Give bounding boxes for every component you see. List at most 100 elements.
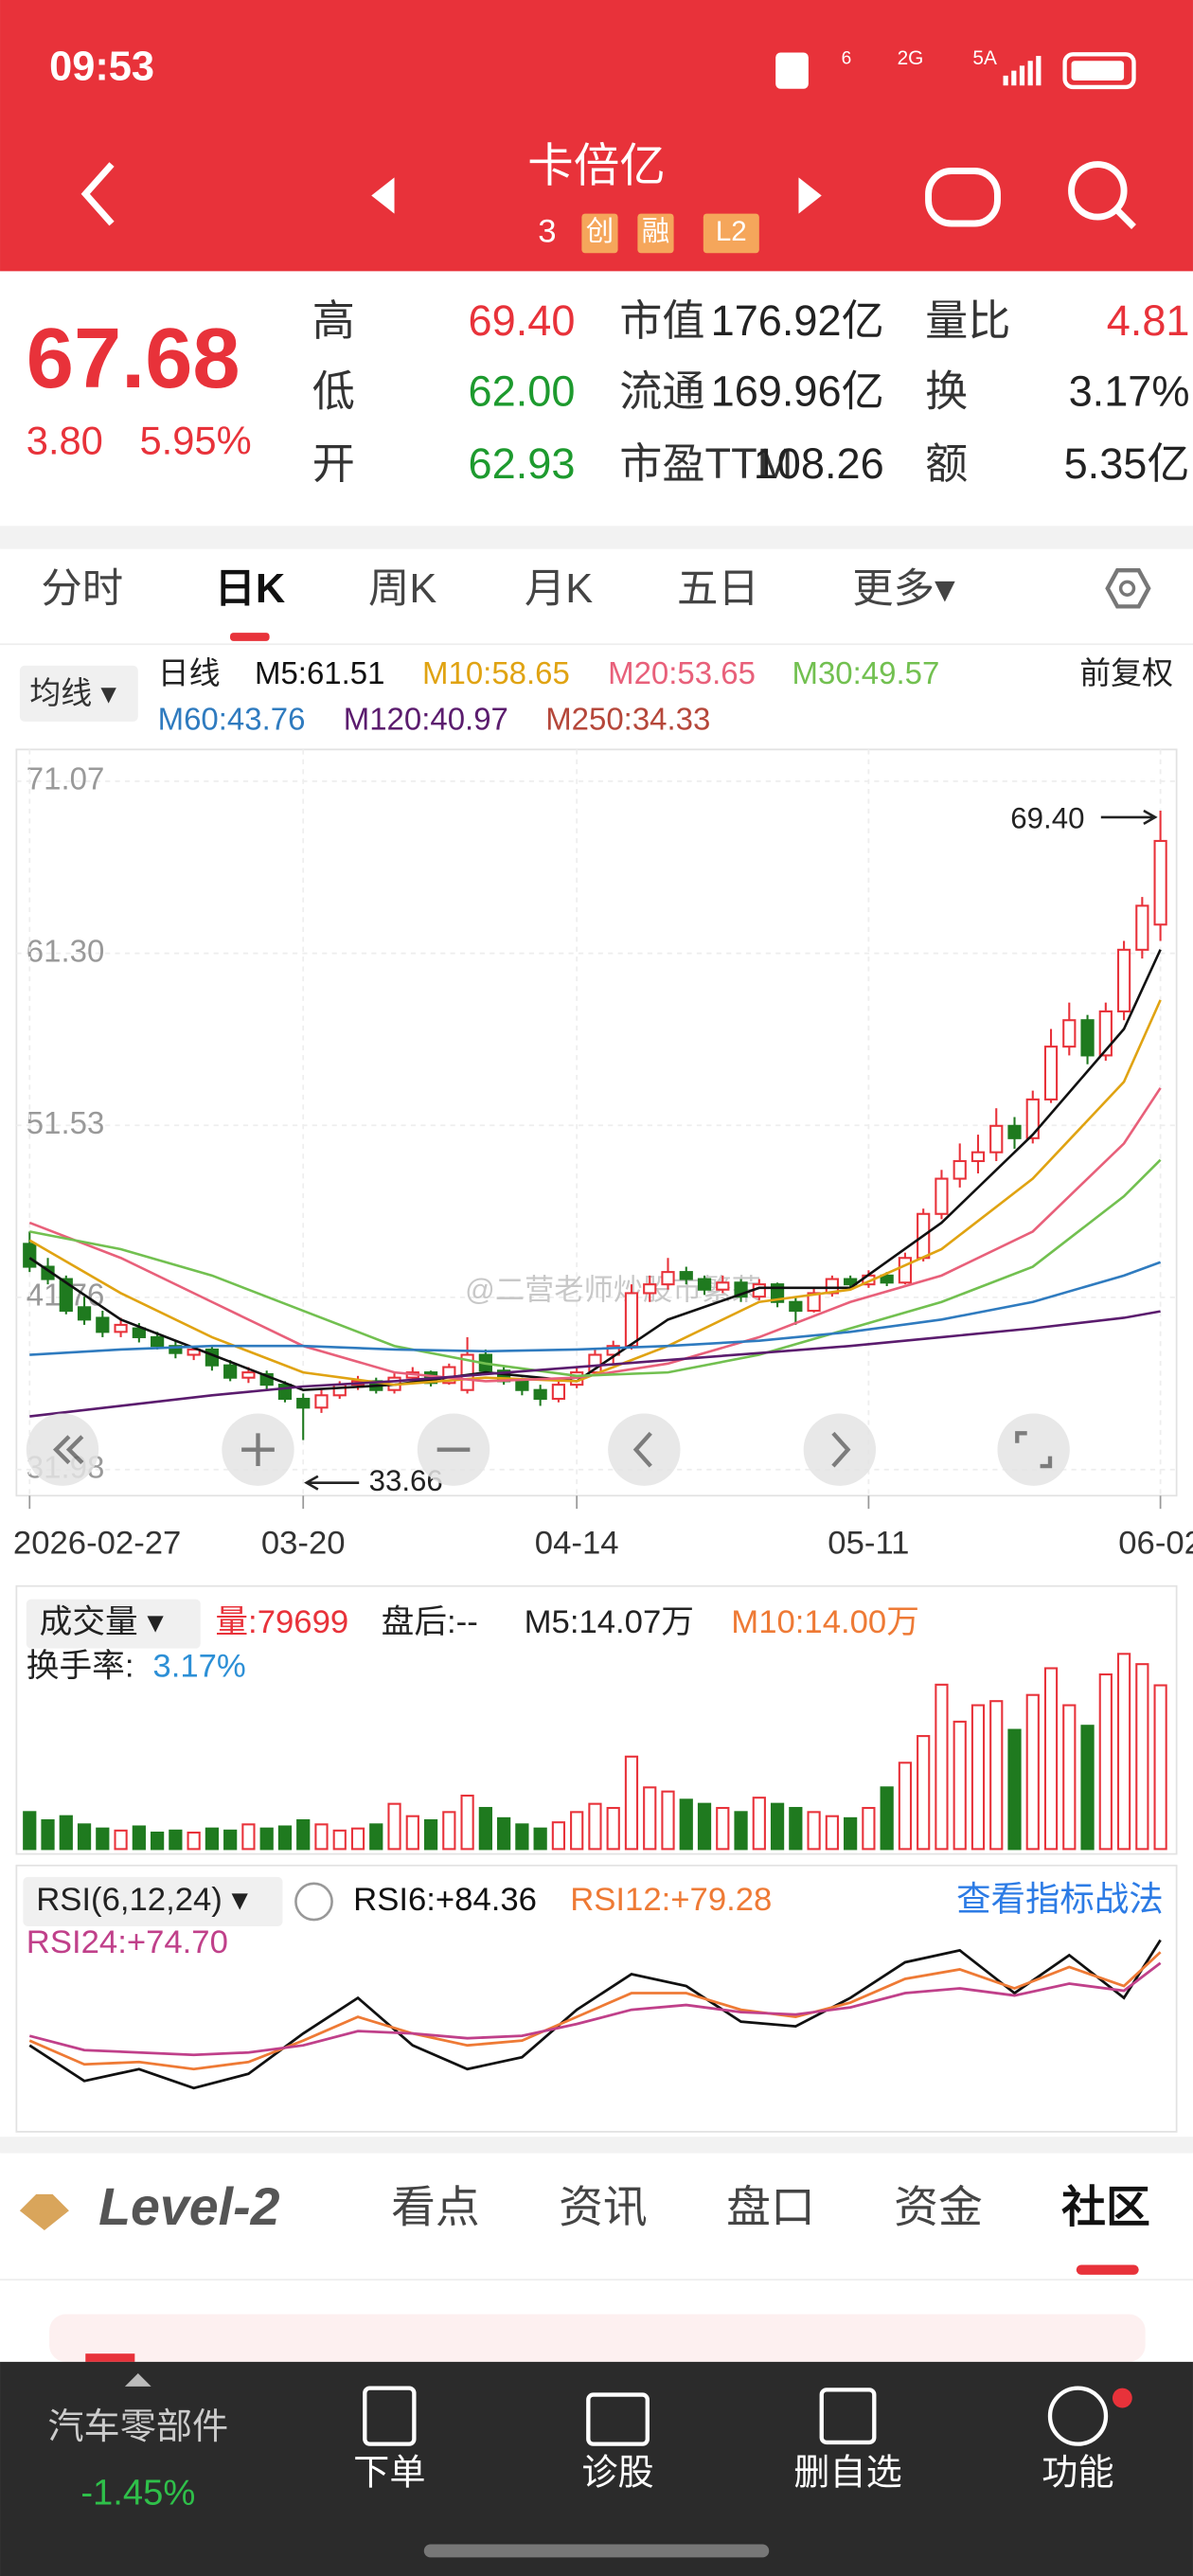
prev-stock[interactable] bbox=[371, 177, 395, 214]
diagnose-icon bbox=[586, 2392, 650, 2446]
nav-item[interactable]: 功能 bbox=[1042, 2453, 1113, 2494]
volume-bar bbox=[241, 1823, 256, 1851]
battery-level bbox=[1071, 61, 1125, 81]
help-icon[interactable] bbox=[294, 1882, 333, 1922]
volume-bar bbox=[606, 1806, 620, 1851]
tag-bg bbox=[581, 213, 618, 254]
candle-body bbox=[844, 1278, 858, 1286]
stat-value: 62.93 bbox=[469, 439, 576, 488]
control-next[interactable] bbox=[803, 1413, 877, 1486]
content-tab[interactable]: 资讯 bbox=[559, 2183, 648, 2232]
ma-selector-bg[interactable] bbox=[19, 665, 138, 722]
adjust-label[interactable]: 前复权 bbox=[1079, 655, 1173, 690]
volume-bar bbox=[77, 1823, 92, 1851]
turnover-label: 换手率: bbox=[27, 1648, 134, 1685]
last-price: 67.68 bbox=[27, 311, 240, 406]
period-tab[interactable]: 五日 bbox=[677, 566, 759, 612]
volume-bar bbox=[935, 1683, 949, 1851]
content-tab[interactable]: 看点 bbox=[391, 2183, 480, 2232]
candle-body bbox=[114, 1323, 128, 1333]
volume-selector-bg[interactable] bbox=[26, 1599, 201, 1649]
period-tab[interactable]: 分时 bbox=[41, 566, 123, 612]
period-tab[interactable]: 周K bbox=[368, 566, 436, 612]
control-icon bbox=[1015, 1431, 1053, 1469]
nav-item[interactable]: 下单 bbox=[353, 2453, 425, 2494]
tag-bg bbox=[637, 213, 674, 254]
rsi-legend: RSI12:+79.28 bbox=[570, 1882, 772, 1918]
stat-value: 62.00 bbox=[469, 367, 576, 415]
candle-body bbox=[1135, 904, 1149, 951]
level2-brand[interactable]: Level-2 bbox=[98, 2177, 279, 2236]
candle-body bbox=[697, 1278, 712, 1291]
rsi-chart bbox=[28, 1939, 1162, 2090]
remove-icon bbox=[819, 2388, 877, 2445]
search-icon[interactable] bbox=[1068, 161, 1128, 221]
volume-bar bbox=[953, 1720, 967, 1851]
volume-bar bbox=[59, 1815, 73, 1851]
rsi-legend: RSI24:+74.70 bbox=[27, 1924, 228, 1960]
settings-icon[interactable] bbox=[1105, 568, 1151, 609]
control-prev[interactable] bbox=[608, 1413, 681, 1486]
volume-bar bbox=[624, 1755, 639, 1851]
candle-body bbox=[551, 1384, 566, 1401]
ma-selector[interactable]: 均线 ▾ bbox=[29, 675, 116, 710]
robot-icon[interactable] bbox=[925, 168, 1001, 227]
volume-bar bbox=[734, 1811, 748, 1851]
candle-body bbox=[679, 1271, 693, 1280]
volume-value: 量:79699 bbox=[215, 1604, 348, 1640]
volume-bar bbox=[114, 1829, 128, 1851]
content-tab[interactable]: 社区 bbox=[1061, 2183, 1150, 2232]
volume-panel bbox=[15, 1584, 1178, 1855]
candle-body bbox=[515, 1380, 529, 1391]
candle-body bbox=[606, 1345, 620, 1356]
ma-legend: M5:61.51 bbox=[255, 655, 384, 690]
x-tick-label: 05-11 bbox=[828, 1526, 909, 1562]
ma-line bbox=[29, 1261, 1162, 1356]
period-tab[interactable]: 日K bbox=[214, 566, 285, 612]
candle-body bbox=[1153, 839, 1167, 926]
candle-body bbox=[880, 1274, 894, 1284]
x-tick-label: 03-20 bbox=[261, 1526, 346, 1562]
period-tab[interactable]: 月K bbox=[525, 566, 593, 612]
stat-label: 低 bbox=[312, 367, 355, 415]
candle-body bbox=[1098, 1010, 1113, 1057]
stock-name: 卡倍亿 bbox=[527, 141, 666, 192]
volume-bar bbox=[1080, 1725, 1095, 1851]
indicator-link[interactable]: 查看指标战法 bbox=[956, 1880, 1164, 1919]
level2-icon bbox=[19, 2193, 69, 2231]
rsi-selector-bg[interactable] bbox=[23, 1876, 283, 1926]
chart-controls bbox=[26, 1413, 1070, 1486]
candle-body bbox=[187, 1348, 201, 1356]
price-change-pct: 5.95% bbox=[140, 419, 252, 463]
news-card[interactable] bbox=[49, 2314, 1146, 2362]
candle-body bbox=[989, 1124, 1004, 1154]
back-button[interactable] bbox=[80, 162, 115, 226]
stat-value: 176.92亿 bbox=[711, 296, 884, 345]
rsi-selector[interactable]: RSI(6,12,24) ▾ bbox=[36, 1882, 248, 1918]
nav-item[interactable]: 诊股 bbox=[581, 2453, 653, 2494]
next-stock[interactable] bbox=[798, 177, 822, 214]
nav-item[interactable]: 删自选 bbox=[793, 2453, 902, 2494]
volume-bar bbox=[1135, 1663, 1149, 1851]
control-first[interactable] bbox=[26, 1413, 99, 1486]
tab-underline bbox=[1076, 2264, 1139, 2275]
volume-bar bbox=[23, 1811, 37, 1851]
rsi-panel bbox=[15, 1864, 1178, 2133]
volume-bar bbox=[132, 1825, 146, 1851]
period-tab[interactable]: 更多▾ bbox=[852, 566, 955, 612]
control-fullscreen[interactable] bbox=[997, 1413, 1070, 1486]
battery bbox=[1062, 52, 1136, 90]
tag: 创 bbox=[586, 216, 614, 247]
volume-bar bbox=[332, 1829, 347, 1851]
volume-selector[interactable]: 成交量 ▾ bbox=[40, 1603, 165, 1640]
volume-bar bbox=[752, 1797, 766, 1851]
volume-bar bbox=[150, 1832, 165, 1851]
sector-name[interactable]: 汽车零部件 bbox=[47, 2406, 228, 2447]
content-tab[interactable]: 盘口 bbox=[726, 2183, 815, 2232]
candle-body bbox=[241, 1371, 256, 1379]
ma-legend: M60:43.76 bbox=[158, 702, 306, 737]
content-tab[interactable]: 资金 bbox=[894, 2183, 983, 2232]
high-arrow bbox=[1100, 809, 1158, 825]
stat-label: 市值 bbox=[619, 296, 704, 345]
